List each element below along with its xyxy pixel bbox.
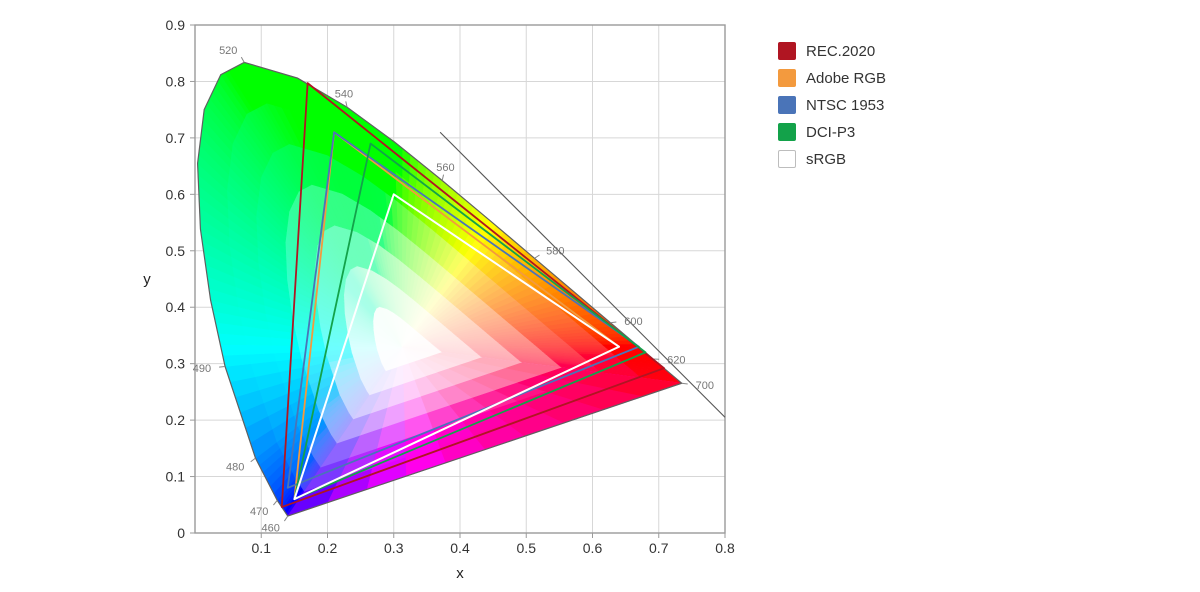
x-tick-label: 0.5 bbox=[517, 540, 537, 556]
wavelength-label: 490 bbox=[193, 363, 211, 375]
y-tick-label: 0.3 bbox=[166, 356, 186, 372]
chart-container: 0.1 0.2 0.3 0.4 0.5 0.6 0.7 0.8 0 0.1 0.2 0.3 0.4 0.5… bbox=[0, 0, 1200, 592]
y-tick-label: 0.7 bbox=[166, 130, 186, 146]
wavelength-label: 580 bbox=[546, 246, 564, 258]
wavelength-label: 620 bbox=[667, 355, 685, 367]
y-tick-label: 0.1 bbox=[166, 469, 186, 485]
legend-swatch bbox=[778, 42, 796, 60]
x-tick-label: 0.7 bbox=[649, 540, 669, 556]
legend-swatch bbox=[778, 69, 796, 87]
wavelength-label: 600 bbox=[624, 316, 642, 328]
legend-label: REC.2020 bbox=[806, 43, 875, 60]
wavelength-tick bbox=[682, 383, 688, 384]
locus-fill bbox=[198, 62, 682, 516]
legend-label: DCI-P3 bbox=[806, 124, 855, 141]
legend-label: sRGB bbox=[806, 151, 846, 168]
wavelength-tick bbox=[284, 516, 287, 521]
y-tick-label: 0.6 bbox=[166, 186, 186, 202]
x-axis-label: x bbox=[456, 565, 464, 582]
wavelength-label: 470 bbox=[250, 506, 268, 518]
x-tick-label: 0.3 bbox=[384, 540, 404, 556]
legend-label: NTSC 1953 bbox=[806, 97, 884, 114]
wavelength-label: 700 bbox=[696, 380, 714, 392]
y-tick-label: 0.5 bbox=[166, 243, 186, 259]
chromaticity-svg: 0.1 0.2 0.3 0.4 0.5 0.6 0.7 0.8 0 0.1 0.2 0.3 0.4 0.5… bbox=[0, 0, 1200, 592]
wavelength-tick bbox=[535, 255, 540, 258]
y-tick-label: 0.9 bbox=[166, 17, 186, 33]
y-tick-label: 0.2 bbox=[166, 412, 186, 428]
wavelength-tick bbox=[241, 57, 244, 62]
wavelength-tick bbox=[610, 322, 616, 323]
legend-item: NTSC 1953 bbox=[778, 96, 886, 114]
x-tick-label: 0.1 bbox=[252, 540, 272, 556]
wavelength-label: 480 bbox=[226, 462, 244, 474]
x-tick-label: 0.6 bbox=[583, 540, 603, 556]
legend: REC.2020 Adobe RGB NTSC 1953 DCI-P3 sRGB bbox=[778, 42, 886, 168]
wavelength-tick bbox=[273, 500, 277, 505]
x-tick-label: 0.4 bbox=[450, 540, 470, 556]
y-tick-label: 0.8 bbox=[166, 73, 186, 89]
x-tick-label: 0.8 bbox=[715, 540, 735, 556]
wavelength-tick bbox=[219, 366, 225, 367]
legend-swatch bbox=[778, 96, 796, 114]
wavelength-label: 460 bbox=[262, 523, 280, 535]
y-tick-label: 0 bbox=[177, 525, 185, 541]
wavelength-label: 540 bbox=[335, 89, 353, 101]
legend-item: REC.2020 bbox=[778, 42, 886, 60]
y-axis-label: y bbox=[143, 271, 151, 288]
plot-area: 0.1 0.2 0.3 0.4 0.5 0.6 0.7 0.8 0 0.1 0.2 0.3 0.4 0.5… bbox=[143, 17, 735, 582]
legend-item: Adobe RGB bbox=[778, 69, 886, 87]
legend-swatch bbox=[778, 123, 796, 141]
wavelength-tick bbox=[442, 175, 443, 181]
wavelength-label: 560 bbox=[436, 162, 454, 174]
legend-item: DCI-P3 bbox=[778, 123, 886, 141]
wavelength-label: 520 bbox=[219, 45, 237, 57]
legend-swatch bbox=[778, 150, 796, 168]
legend-item: sRGB bbox=[778, 150, 886, 168]
legend-label: Adobe RGB bbox=[806, 70, 886, 87]
wavelength-tick bbox=[251, 458, 256, 462]
x-tick-label: 0.2 bbox=[318, 540, 338, 556]
y-tick-label: 0.4 bbox=[166, 299, 186, 315]
